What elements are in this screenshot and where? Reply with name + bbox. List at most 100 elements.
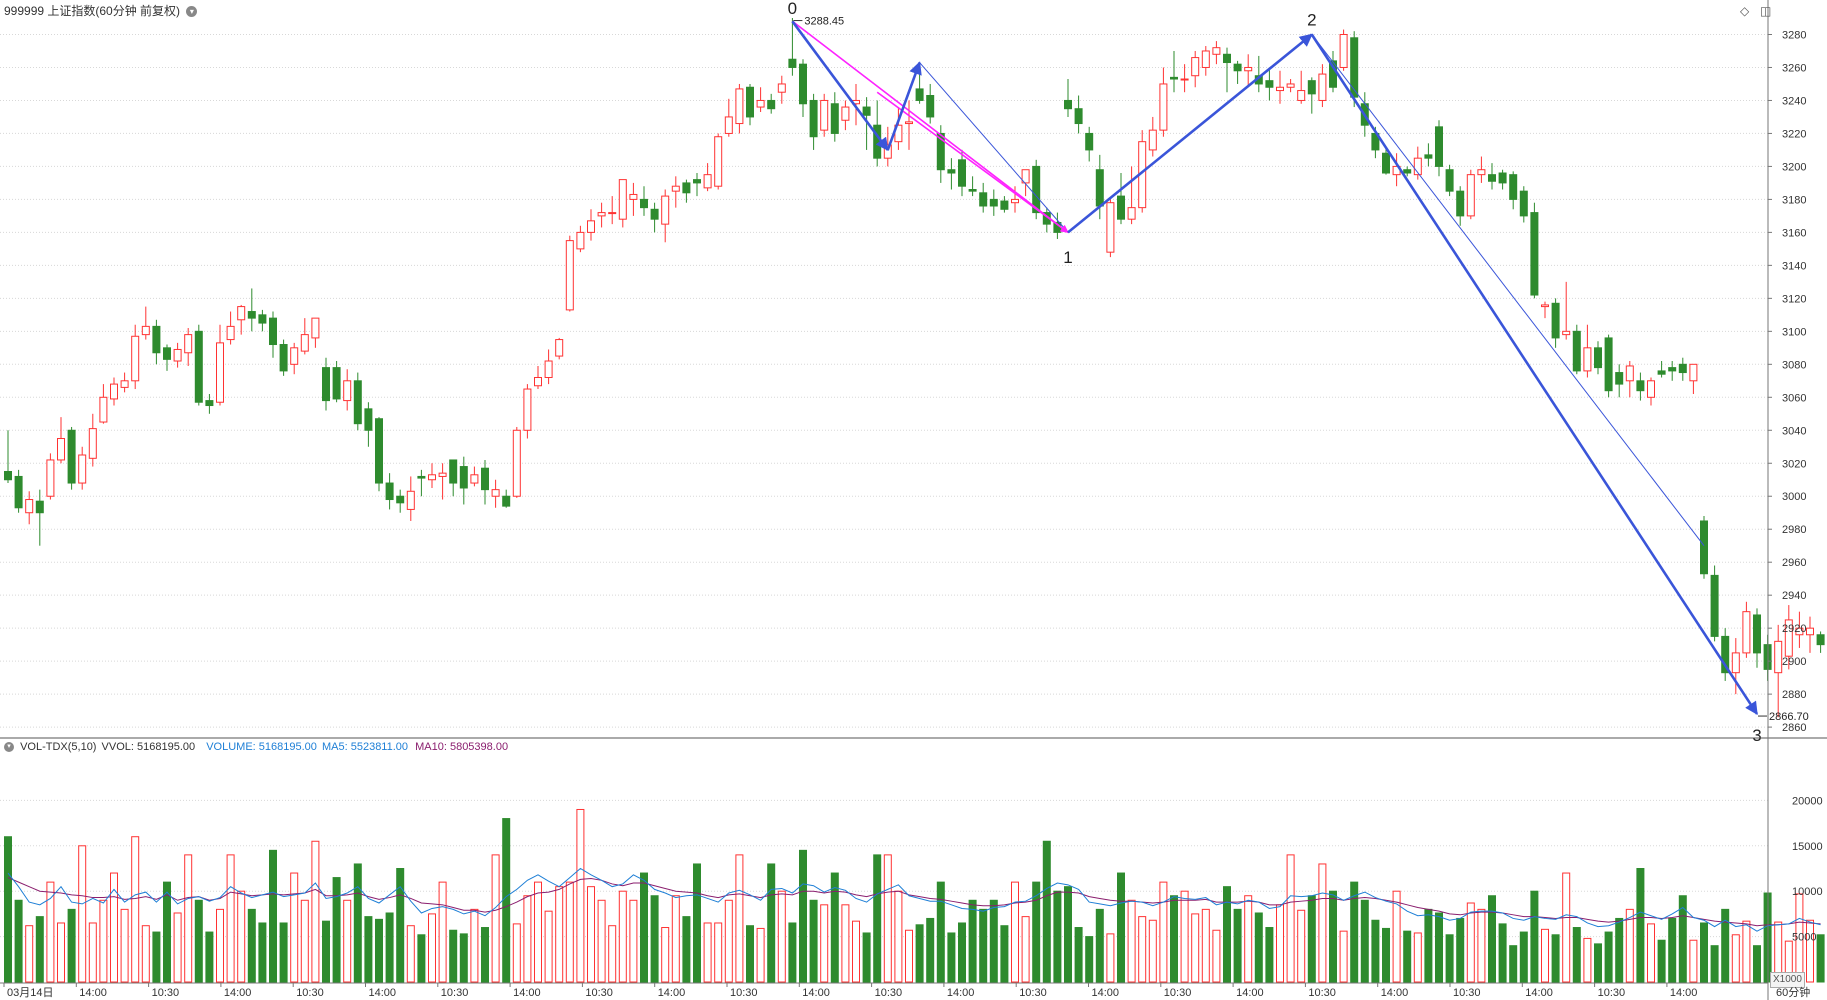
candle-body <box>693 179 701 184</box>
candle-body <box>1583 347 1592 372</box>
volume-bar <box>534 881 542 983</box>
time-tick-label: 10:30 <box>441 987 469 999</box>
volume-bar <box>777 890 786 983</box>
candle <box>173 342 182 368</box>
volume-bar <box>449 929 458 983</box>
candle <box>544 349 553 385</box>
candle <box>385 473 394 510</box>
time-tick-label: 10:30 <box>1164 987 1192 999</box>
candle-body <box>1816 634 1825 646</box>
candle-body <box>173 348 182 362</box>
candle-body <box>597 212 606 217</box>
candle-body <box>1519 190 1528 217</box>
volume-bars[interactable] <box>4 808 1825 983</box>
chevron-down-circle-icon[interactable]: ▾ <box>4 742 14 753</box>
candle-body <box>544 360 553 379</box>
candle-body <box>534 377 542 387</box>
diamond-icon[interactable]: ◇ <box>1740 4 1750 18</box>
volume-bar <box>1477 908 1486 983</box>
candle-body <box>406 490 415 510</box>
volume-bar <box>343 899 352 983</box>
candle-body <box>438 472 447 477</box>
ma10-label: MA10: <box>415 741 447 753</box>
volume-bar <box>141 925 150 983</box>
candle <box>258 309 267 332</box>
candle <box>1435 120 1443 177</box>
time-tick-label: 14:00 <box>1670 987 1698 999</box>
window-icon[interactable]: ◫ <box>1760 4 1772 18</box>
candle-body <box>1594 347 1602 369</box>
candle <box>926 83 935 124</box>
candle-body <box>629 193 638 200</box>
candle <box>555 337 564 360</box>
time-tick-label: 14:00 <box>802 987 830 999</box>
candle <box>714 133 723 190</box>
volume-bar <box>830 872 839 983</box>
volume-bar <box>279 922 288 983</box>
volume-value: 5168195.00 <box>258 741 317 753</box>
candle-body <box>1551 302 1560 339</box>
volume-bar <box>1382 927 1390 983</box>
volume-bar <box>491 854 500 983</box>
volume-bar <box>947 932 956 983</box>
volume-bar <box>35 916 44 983</box>
candle-body <box>428 474 436 481</box>
time-tick-label: 14:00 <box>1092 987 1120 999</box>
candle <box>915 70 924 104</box>
volume-bar <box>1064 886 1072 983</box>
candle-body <box>576 231 585 250</box>
candle <box>110 377 118 406</box>
candle-body <box>152 325 161 354</box>
candle <box>989 189 998 216</box>
candle <box>290 342 299 375</box>
candle-body <box>247 311 256 319</box>
candle-body <box>1647 380 1655 398</box>
volume-bar <box>1615 917 1624 983</box>
candle <box>120 372 129 393</box>
candle-body <box>1742 611 1751 654</box>
candle-body <box>184 334 193 354</box>
candlesticks[interactable] <box>4 18 1825 718</box>
volume-bar <box>1276 904 1284 983</box>
chevron-down-circle-icon[interactable]: ▾ <box>186 6 198 18</box>
volume-bar <box>905 929 913 983</box>
volume-bar <box>226 854 235 983</box>
candle <box>131 324 140 390</box>
candle-body <box>364 408 373 431</box>
candle-body <box>1710 574 1719 637</box>
volume-bar <box>1074 927 1083 983</box>
price-mark-label: 3288.45 <box>804 16 844 28</box>
volume-bar <box>989 899 998 983</box>
candle-body <box>714 136 723 187</box>
time-tick-label: 14:00 <box>658 987 686 999</box>
candle <box>724 98 733 137</box>
volume-bar <box>1117 872 1125 983</box>
volume-bar <box>1488 895 1496 983</box>
volume-bar <box>1424 908 1433 983</box>
price-tick-label: 2920 <box>1782 623 1806 635</box>
volume-bar <box>862 932 871 983</box>
candle-body <box>1127 207 1136 220</box>
candle <box>247 288 256 332</box>
time-tick-label: 03月14日 <box>7 987 53 999</box>
candle-body <box>1307 80 1316 95</box>
volume-bar <box>597 899 606 983</box>
time-tick-label: 10:30 <box>585 987 613 999</box>
candle <box>1032 159 1041 220</box>
candle <box>1784 605 1793 670</box>
volume-bar <box>131 836 140 983</box>
period-label[interactable]: 60分钟 <box>1776 987 1811 999</box>
volume-bar <box>820 904 829 983</box>
volume-bar <box>1445 934 1454 983</box>
volume-bar <box>852 920 860 983</box>
candle-body <box>1488 174 1496 182</box>
volume-tick-label: 5000 <box>1792 932 1816 944</box>
volume-bar <box>587 886 595 983</box>
volume-bar <box>1636 868 1645 983</box>
candle-body <box>512 429 521 497</box>
candle-body <box>1562 330 1571 336</box>
candle <box>269 311 277 358</box>
volume-bar <box>57 922 65 983</box>
candle-body <box>958 159 966 187</box>
